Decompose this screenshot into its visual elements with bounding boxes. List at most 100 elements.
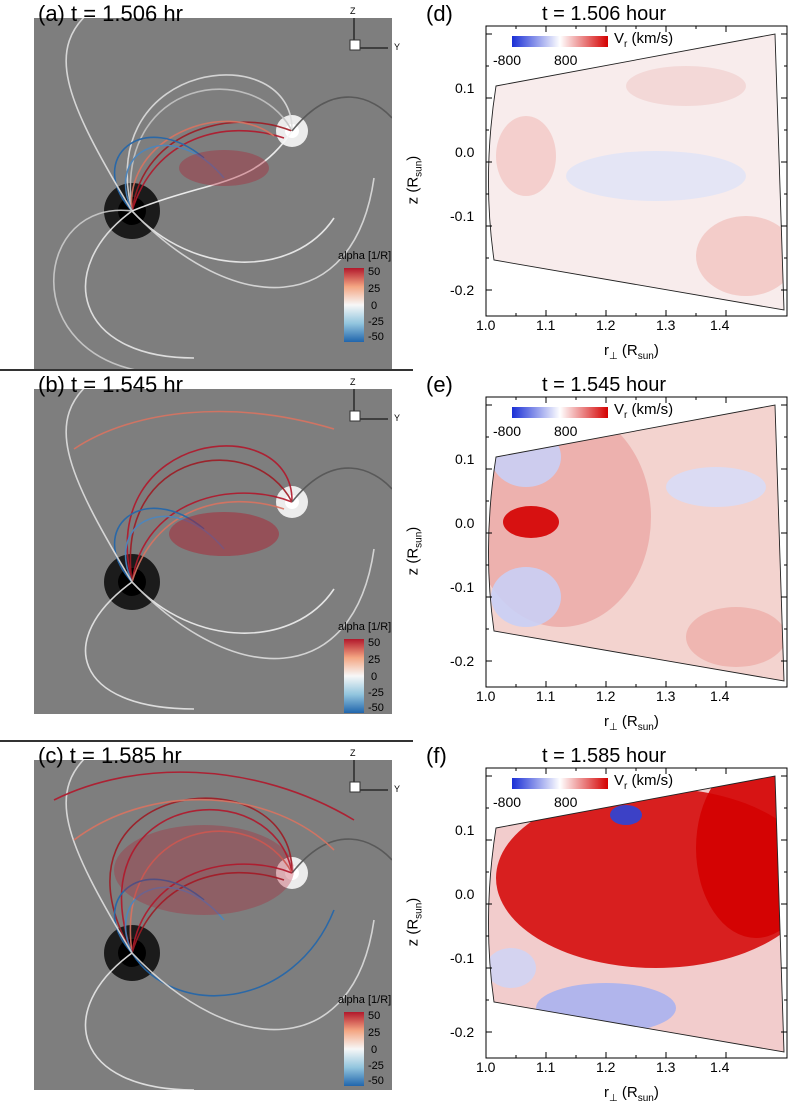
panel-f-label: (f) [426,743,447,768]
triad-z-label: Z [350,748,356,758]
x-tick-label: 1.3 [656,688,676,704]
alpha-tick: -50 [368,1075,384,1087]
alpha-tick: -25 [368,1060,384,1072]
vr-colorbar-gradient [512,36,608,47]
vr-colorbar-max: 800 [554,52,578,68]
alpha-tick: 25 [368,654,381,666]
x-tick-label: 1.0 [476,317,496,333]
fieldlines-c [34,760,392,1090]
x-tick-label: 1.0 [476,1059,496,1075]
vr-colorbar-title: Vr (km/s) [614,772,674,792]
y-tick-label: -0.1 [450,950,475,966]
magnetogram-b [34,389,392,741]
x-tick-label: 1.4 [710,317,730,333]
panel-b-label: (b) t = 1.545 hr [38,372,183,397]
panel-d-title: t = 1.506 hour [542,3,666,25]
alpha-tick: 50 [368,266,381,278]
panel-d [415,0,800,370]
x-tick-label: 1.2 [596,688,616,704]
alpha-colorbar-gradient [344,639,364,713]
magnetogram-c [34,760,392,1090]
divider-line [0,740,413,742]
y-tick-label: 0.1 [455,822,475,838]
y-tick-label: -0.1 [450,208,475,224]
triad-icon [349,389,388,422]
x-tick-label: 1.4 [710,688,730,704]
y-tick-label: 0.1 [455,451,475,467]
alpha-tick: 25 [368,1027,381,1039]
vr-colorbar-max: 800 [554,423,578,439]
x-tick-label: 1.1 [536,688,556,704]
fieldlines-b [34,389,392,714]
panel-e-title: t = 1.545 hour [542,374,666,396]
x-tick-label: 1.1 [536,317,556,333]
alpha-colorbar-title: alpha [1/R] [338,250,392,262]
triad-icon [349,760,388,793]
vr-colorbar-title: Vr (km/s) [614,30,674,50]
x-axis-label: r⊥ (Rsun) [604,713,659,733]
alpha-tick: -50 [368,331,384,343]
y-tick-label: 0.0 [455,144,475,160]
alpha-tick: 50 [368,637,381,649]
x-tick-label: 1.3 [656,317,676,333]
alpha-tick: -50 [368,702,384,714]
y-tick-label: -0.2 [450,282,475,298]
triad-y-label: Y [394,42,401,52]
triad-icon [349,18,388,51]
alpha-tick: -25 [368,316,384,328]
y-tick-label: -0.2 [450,653,475,669]
panel-c-label: (c) t = 1.585 hr [38,743,182,768]
x-tick-label: 1.1 [536,1059,556,1075]
y-axis-label: z (Rsun) [404,526,425,576]
vr-colorbar-title: Vr (km/s) [614,401,674,421]
alpha-colorbar-title: alpha [1/R] [338,621,392,633]
panel-a-label: (a) t = 1.506 hr [38,1,183,26]
panel-a: (a) t = 1.506 hr Z Y alpha [1/R] 50 25 0… [0,0,413,370]
alpha-tick: 50 [368,1010,381,1022]
x-tick-label: 1.2 [596,317,616,333]
alpha-tick: 25 [368,283,381,295]
alpha-colorbar-c: alpha [1/R] 50 25 0 -25 -50 [338,994,413,1089]
y-tick-label: 0.1 [455,80,475,96]
x-tick-label: 1.3 [656,1059,676,1075]
triad-y-label: Y [394,413,401,423]
panel-e-label: (e) [426,372,453,397]
x-axis-label: r⊥ (Rsun) [604,342,659,362]
x-tick-label: 1.4 [710,1059,730,1075]
alpha-colorbar-title: alpha [1/R] [338,994,392,1006]
axis-triad-a: Z Y [342,6,402,66]
triad-z-label: Z [350,6,356,16]
x-axis-label: r⊥ (Rsun) [604,1084,659,1104]
alpha-colorbar-a: alpha [1/R] 50 25 0 -25 -50 [338,250,413,345]
y-tick-label: -0.2 [450,1024,475,1040]
alpha-colorbar-b: alpha [1/R] 50 25 0 -25 -50 [338,621,413,716]
vr-colorbar-max: 800 [554,794,578,810]
y-tick-label: 0.0 [455,515,475,531]
panel-b: (b) t = 1.545 hr Z Y alpha [1/R] 50 25 0… [0,371,413,741]
y-axis-label: z (Rsun) [404,155,425,205]
divider-line [0,369,413,371]
axis-triad-b: Z Y [342,377,402,437]
x-tick-label: 1.2 [596,1059,616,1075]
x-tick-label: 1.0 [476,688,496,704]
triad-z-label: Z [350,377,356,387]
alpha-tick: 0 [371,300,378,312]
vr-colorbar-gradient [512,778,608,789]
panel-d-label: (d) [426,1,453,26]
vr-colorbar-min: -800 [493,52,522,68]
alpha-tick: 0 [371,671,378,683]
vr-colorbar-min: -800 [493,423,522,439]
magnetogram-a [34,18,392,370]
alpha-colorbar-gradient [344,268,364,342]
y-tick-label: -0.1 [450,579,475,595]
alpha-tick: -25 [368,687,384,699]
y-axis-label: z (Rsun) [404,897,425,947]
alpha-colorbar-gradient [344,1012,364,1086]
axis-triad-c: Z Y [342,748,402,808]
fieldlines-a [34,18,392,370]
panel-f-title: t = 1.585 hour [542,745,666,767]
panel-f [415,742,800,1112]
panel-e [415,371,800,741]
triad-y-label: Y [394,784,401,794]
vr-colorbar-min: -800 [493,794,522,810]
